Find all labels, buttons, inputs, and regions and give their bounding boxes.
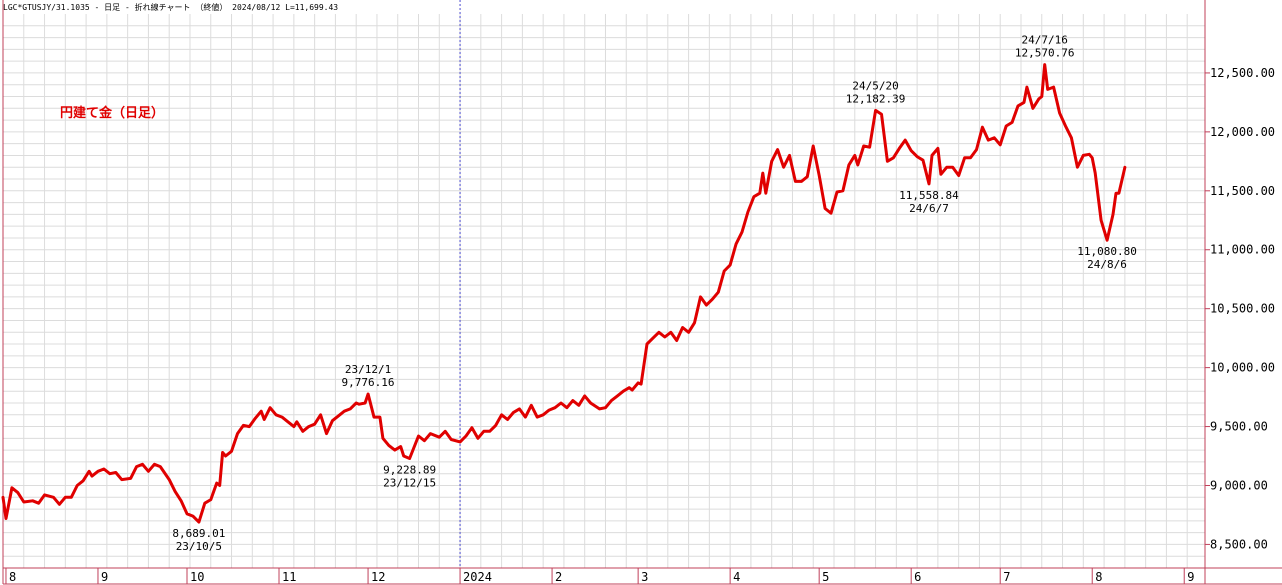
annotation-label: 11,080.80 — [1077, 245, 1137, 258]
x-tick-label: 9 — [101, 570, 108, 584]
annotation-label: 24/6/7 — [909, 202, 949, 215]
y-tick-label: 11,000.00 — [1210, 243, 1275, 257]
annotation-label: 23/12/15 — [383, 477, 436, 490]
x-tick-label: 8 — [9, 570, 16, 584]
series-line — [1, 63, 1127, 524]
annotation-label: 12,570.76 — [1015, 47, 1075, 60]
annotation-label: 9,776.16 — [342, 376, 395, 389]
y-tick-label: 8,500.00 — [1210, 537, 1268, 551]
y-tick-label: 9,500.00 — [1210, 420, 1268, 434]
y-tick-label: 12,500.00 — [1210, 66, 1275, 80]
x-tick-label: 12 — [371, 570, 385, 584]
y-tick-label: 10,000.00 — [1210, 361, 1275, 375]
x-tick-label: 6 — [914, 570, 921, 584]
x-tick-label: 9 — [1187, 570, 1194, 584]
annotation-label: 12,182.39 — [846, 92, 906, 105]
x-tick-label: 8 — [1095, 570, 1102, 584]
x-tick-label: 11 — [282, 570, 296, 584]
annotation-label: 8,689.01 — [172, 527, 225, 540]
x-tick-label: 7 — [1003, 570, 1010, 584]
x-tick-label: 2 — [555, 570, 562, 584]
annotation-label: 11,558.84 — [899, 189, 959, 202]
y-tick-label: 12,000.00 — [1210, 125, 1275, 139]
chart-header-info: LGC*GTUSJY/31.1035 - 日足 - 折れ線チャート （終値） 2… — [3, 2, 338, 12]
x-tick-label: 5 — [822, 570, 829, 584]
y-tick-label: 11,500.00 — [1210, 184, 1275, 198]
y-tick-label: 9,000.00 — [1210, 478, 1268, 492]
x-tick-label: 2024 — [463, 570, 492, 584]
x-tick-label: 10 — [190, 570, 204, 584]
grid-lines — [3, 14, 1205, 568]
y-tick-label: 10,500.00 — [1210, 302, 1275, 316]
annotation-label: 23/10/5 — [176, 540, 222, 553]
x-tick-label: 4 — [733, 570, 740, 584]
price-series — [1, 63, 1127, 524]
x-tick-label: 3 — [641, 570, 648, 584]
annotation-label: 23/12/1 — [345, 363, 391, 376]
annotation-label: 24/5/20 — [852, 79, 898, 92]
annotation-label: 9,228.89 — [383, 464, 436, 477]
annotation-label: 24/8/6 — [1087, 258, 1127, 271]
chart-title: 円建て金（日足） — [60, 105, 164, 121]
annotation-label: 24/7/16 — [1022, 34, 1068, 47]
